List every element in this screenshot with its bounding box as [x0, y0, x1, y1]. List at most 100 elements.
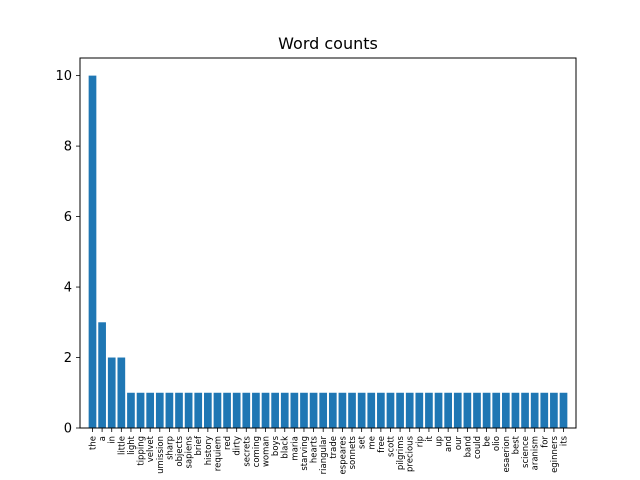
x-tick-label: history [204, 436, 214, 465]
y-tick-label: 0 [64, 422, 72, 437]
bar-black [280, 392, 289, 428]
bar-sharp [165, 392, 174, 428]
y-tick-label: 8 [64, 140, 72, 155]
x-tick-label: in [108, 436, 118, 444]
bar-band [463, 392, 472, 428]
bar-up [434, 392, 443, 428]
bar-sonnets [348, 392, 356, 428]
x-tick-label: best [511, 435, 521, 454]
bar-light [127, 392, 135, 428]
x-tick-label: boys [271, 435, 281, 456]
x-tick-label: maria [290, 436, 300, 461]
bar-tipping [136, 392, 145, 428]
x-tick-label: velvet [146, 435, 156, 462]
bars [88, 75, 568, 428]
bar-our [453, 392, 462, 428]
x-tick-label: it [425, 435, 435, 441]
x-tick-label: black [281, 436, 291, 459]
bar-maria [290, 392, 299, 428]
x-tick-label: eginners [550, 435, 560, 472]
x-tick-label: our [454, 436, 464, 451]
bar-riangular [319, 392, 328, 428]
bar-rip [415, 392, 424, 428]
y-tick-label: 6 [64, 210, 72, 225]
x-tick-label: its [560, 435, 570, 446]
bar-coming [252, 392, 260, 428]
x-tick-label: a [98, 436, 108, 441]
x-tick-label: sapiens [185, 435, 195, 468]
bar-and [444, 392, 452, 428]
bar-a [98, 322, 106, 428]
bar-olio [492, 392, 501, 428]
x-tick-label: little [117, 436, 127, 455]
bar-velvet [146, 392, 155, 428]
bar-trade [328, 392, 337, 428]
bar-hearts [309, 392, 318, 428]
chart-title: Word counts [278, 34, 378, 53]
x-tick-label: scott [386, 435, 396, 457]
x-tick-label: up [435, 436, 445, 447]
bar-history [204, 392, 212, 428]
bar-objects [175, 392, 183, 428]
bar-brief [194, 392, 203, 428]
x-tick-label: science [521, 436, 531, 468]
x-tick-label: sonnets [348, 435, 358, 469]
bar-in [107, 357, 116, 428]
bar-umission [155, 392, 164, 428]
bar-woman [261, 392, 270, 428]
bar-esaerion [501, 392, 510, 428]
bar-boys [271, 392, 279, 428]
bar-best [511, 392, 520, 428]
bar-requiem [213, 392, 222, 428]
bar-precious [405, 392, 414, 428]
y-tick-label: 10 [55, 69, 72, 84]
x-tick-label: objects [175, 435, 185, 466]
x-tick-label: rip [415, 436, 425, 447]
bar-sapiens [184, 392, 193, 428]
bar-secrets [242, 392, 251, 428]
bar-scott [386, 392, 395, 428]
bar-the [88, 75, 97, 428]
bar-red [223, 392, 231, 428]
x-tick-label: olio [492, 436, 502, 451]
x-tick-label: red [223, 436, 233, 450]
bar-it [425, 392, 433, 428]
x-tick-label: pilgrims [396, 435, 406, 470]
x-tick-label: woman [262, 436, 272, 467]
y-tick-label: 4 [64, 281, 72, 296]
bar-set [357, 392, 366, 428]
x-tick-label: me [367, 436, 377, 450]
x-tick-label: aranism [531, 436, 541, 470]
x-tick-label: espeares [338, 435, 348, 474]
bar-eginners [550, 392, 558, 428]
x-tick-label: umission [156, 436, 166, 474]
x-tick-label: could [473, 436, 483, 459]
x-tick-label: sharp [165, 436, 175, 460]
bar-could [473, 392, 481, 428]
bar-be [482, 392, 491, 428]
x-tick-label: dirty [233, 436, 243, 456]
x-tick-label: tipping [137, 436, 147, 466]
bar-pilgrims [396, 392, 404, 428]
bar-aranism [530, 392, 539, 428]
bar-dirty [232, 392, 241, 428]
x-tick-label: starving [300, 436, 310, 471]
bar-little [117, 357, 126, 428]
x-tick-label: set [358, 435, 368, 449]
x-tick-label: coming [252, 436, 262, 467]
x-tick-label: brief [194, 435, 204, 455]
x-tick-label: be [483, 436, 493, 447]
bar-free [377, 392, 385, 428]
x-tick-label: light [127, 435, 137, 455]
x-tick-label: precious [406, 435, 416, 472]
bar-science [521, 392, 529, 428]
bar-me [367, 392, 376, 428]
x-tick-label: free [377, 436, 387, 453]
x-tick-label: riangular [319, 436, 329, 475]
bar-for [540, 392, 549, 428]
x-tick-label: the [88, 436, 98, 450]
x-tick-label: hearts [310, 435, 320, 463]
x-tick-label: and [444, 436, 454, 452]
x-tick-label: trade [329, 436, 339, 459]
